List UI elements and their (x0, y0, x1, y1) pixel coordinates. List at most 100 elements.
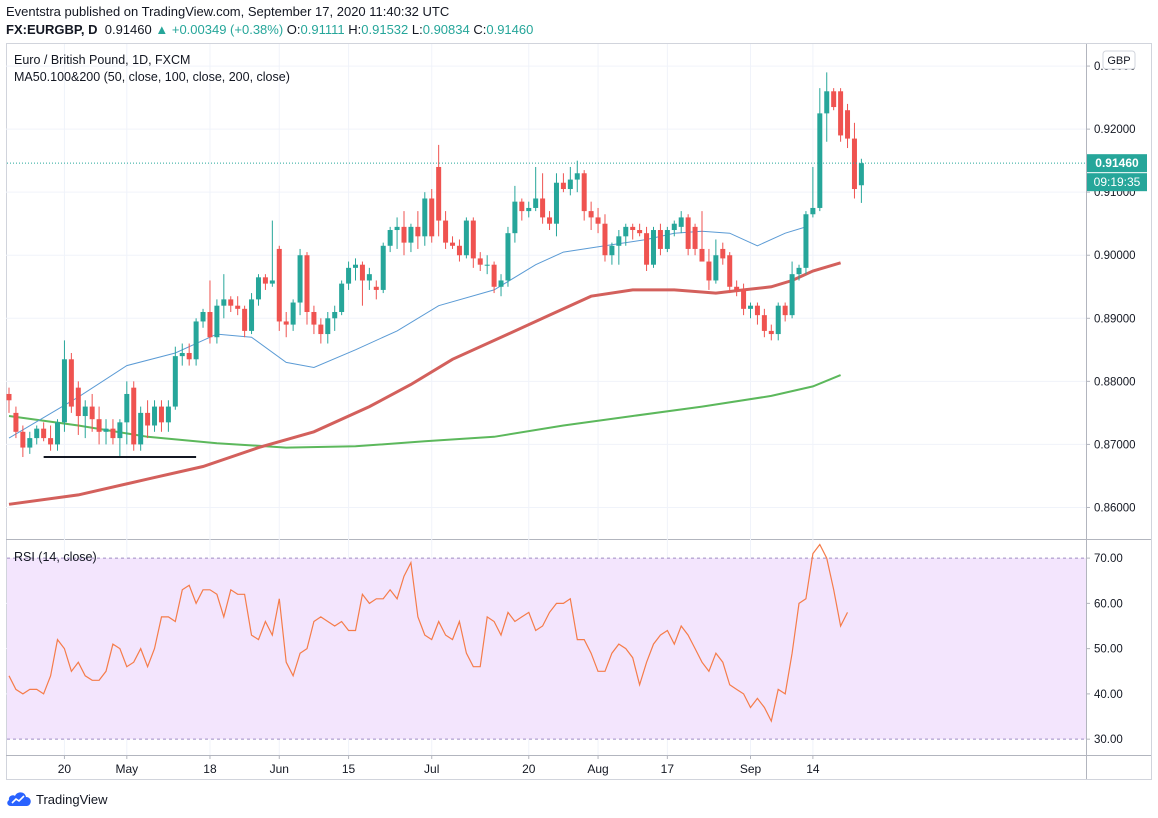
rsi-tick-label: 50.00 (1094, 644, 1123, 656)
time-axis[interactable]: 20 May 18 Jun 15 Jul 20 Aug 17 Sep 14 (58, 755, 820, 776)
candle-body (845, 110, 851, 139)
candle-body (512, 201, 518, 234)
last-price-text: 0.91460 (1095, 156, 1139, 170)
candle-body (713, 255, 719, 281)
candle-body (477, 258, 483, 265)
candle-body (48, 438, 54, 445)
candle-body (186, 352, 192, 360)
candle-body (644, 233, 650, 265)
candle-body (657, 230, 663, 249)
last-price-tag (1087, 154, 1147, 173)
currency-badge[interactable] (1102, 50, 1136, 70)
candle-body (602, 223, 608, 256)
candle-body (547, 217, 553, 224)
price-axis[interactable]: 0.930000.920000.910000.900000.890000.880… (1086, 61, 1136, 514)
candle-body (366, 274, 372, 281)
candle-body (595, 217, 601, 224)
candle-body (692, 226, 698, 249)
time-tick-label: 20 (522, 762, 536, 776)
candle-body (131, 387, 137, 445)
candle-body (817, 113, 823, 208)
candle-body (553, 182, 559, 224)
price-tick-label: 0.89000 (1094, 313, 1136, 325)
candle-body (574, 173, 580, 180)
candle-body (789, 274, 795, 316)
candle-body (741, 289, 747, 309)
candle-body (380, 245, 386, 290)
candle-body (706, 261, 712, 281)
candle-body (242, 308, 248, 331)
rsi-axis[interactable]: 70.00 60.00 50.00 40.00 30.00 (1086, 553, 1123, 746)
candle-body (415, 226, 421, 237)
candle-body (498, 280, 504, 287)
candle-body (110, 428, 116, 439)
candle-body (491, 264, 497, 287)
price-value: 0.91460 (104, 22, 152, 37)
candle-body (124, 393, 130, 423)
candle-body (526, 207, 532, 212)
open-label: O: (286, 22, 301, 37)
low-label: L: (411, 22, 423, 37)
time-tick-label: 15 (342, 762, 356, 776)
candle-body (318, 324, 324, 335)
price-tick-label: 0.87000 (1094, 439, 1136, 451)
candle-body (463, 220, 469, 256)
publisher-line: Eventstra published on TradingView.com, … (6, 4, 449, 19)
price-tick-label: 0.92000 (1094, 124, 1136, 136)
candle-body (325, 318, 331, 335)
candle-body (145, 412, 151, 426)
candles (6, 72, 864, 458)
candle-body (61, 359, 67, 423)
candle-body (290, 302, 296, 325)
candle-body (228, 299, 234, 306)
candle-body (359, 264, 365, 281)
rsi-title: RSI (14, close) (14, 550, 97, 564)
symbol-label: FX:EURGBP, D (6, 22, 98, 37)
candle-body (519, 201, 525, 212)
countdown-tag (1087, 173, 1147, 192)
candle-body (748, 305, 754, 309)
open-value: 0.91111 (300, 22, 345, 37)
candle-body (650, 230, 656, 265)
time-tick-label: Jun (270, 762, 289, 776)
candle-body (172, 356, 178, 407)
time-tick-label: Aug (587, 762, 608, 776)
high-value: 0.91532 (361, 22, 409, 37)
candle-body (567, 179, 573, 190)
candle-body (588, 211, 594, 218)
chart-frame (6, 43, 1152, 780)
candle-body (221, 299, 227, 306)
currency-label: GBP (1107, 55, 1130, 67)
price-tick-label: 0.88000 (1094, 376, 1136, 388)
price-tick-label: 0.90000 (1094, 250, 1136, 262)
candle-body (456, 245, 462, 256)
candle-body (283, 321, 289, 325)
rsi-tick-label: 30.00 (1094, 734, 1123, 746)
tradingview-logo[interactable]: TradingView (6, 790, 108, 808)
candle-body (436, 166, 442, 221)
candle-body (82, 406, 88, 417)
price-tick-label: 0.86000 (1094, 502, 1136, 514)
candle-body (394, 226, 400, 231)
candle-body (761, 315, 767, 331)
tradingview-cloud-icon (7, 792, 31, 806)
candle-body (775, 305, 781, 335)
ohlc-bar: FX:EURGBP, D 0.91460 ▲ +0.00349 (+0.38%)… (6, 22, 533, 37)
candle-body (858, 163, 864, 186)
time-tick-label: 17 (661, 762, 675, 776)
candle-body (41, 428, 47, 439)
candle-body (152, 406, 158, 426)
candle-body (55, 422, 61, 445)
candle-body (623, 226, 629, 237)
candle-body (304, 255, 310, 312)
candle-body (214, 305, 220, 338)
rsi-band (7, 558, 1086, 740)
candle-body (768, 330, 774, 335)
candle-body (450, 242, 456, 246)
candle-body (824, 91, 830, 114)
candle-body (297, 255, 303, 303)
candle-body (810, 207, 816, 215)
candle-body (851, 138, 857, 190)
time-tick-label: 18 (203, 762, 217, 776)
